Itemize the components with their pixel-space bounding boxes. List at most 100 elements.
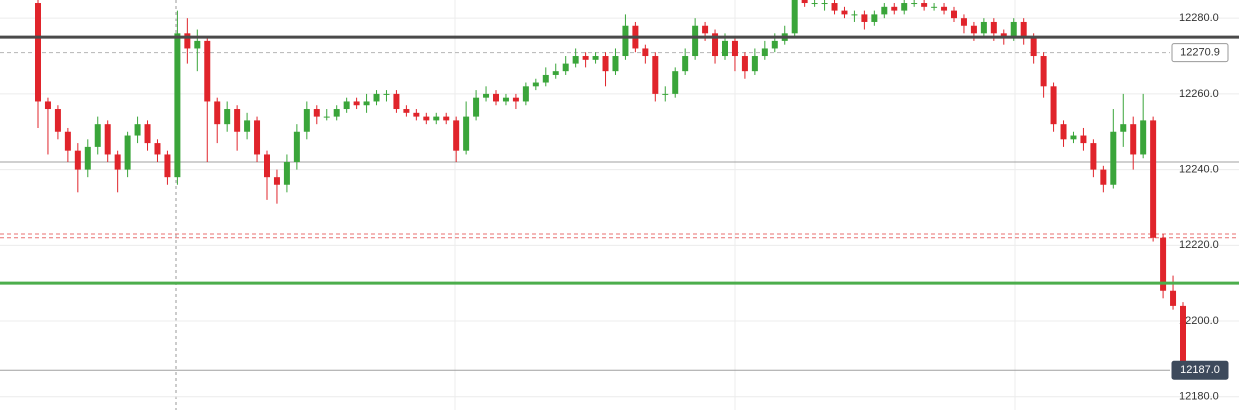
candle-body — [204, 40, 211, 102]
candle-body — [801, 0, 808, 4]
candle-body — [1170, 290, 1177, 306]
candle-body — [423, 116, 430, 121]
candle-body — [353, 101, 360, 106]
candle-body — [592, 56, 599, 60]
candle-body — [174, 33, 181, 178]
candle-body — [1100, 169, 1107, 185]
candle-body — [104, 124, 111, 155]
candle-body — [264, 154, 270, 178]
price-label-box — [1171, 360, 1229, 380]
candle-body — [552, 71, 559, 75]
candle-body — [244, 120, 251, 132]
candle-body — [602, 56, 609, 72]
y-tick-label: 12280.0 — [1179, 12, 1219, 24]
candle-body — [821, 3, 828, 5]
candle-body — [114, 154, 121, 170]
candle-body — [731, 40, 738, 57]
y-tick-label: 12180.0 — [1179, 391, 1219, 403]
candle-body — [483, 93, 490, 98]
candle-body — [980, 21, 987, 34]
candle-body — [672, 71, 679, 94]
candle-body — [761, 48, 768, 57]
price-label: 12187.0 — [1180, 364, 1220, 376]
candle-body — [194, 40, 201, 49]
y-tick-label: 12220.0 — [1179, 239, 1219, 251]
candle-body — [642, 48, 649, 57]
candle-body — [1090, 143, 1097, 170]
candle-body — [184, 33, 191, 49]
candle-body — [1080, 135, 1087, 144]
candle-body — [44, 101, 51, 110]
candle-body — [791, 0, 798, 34]
candle-body — [1020, 21, 1027, 38]
candle-body — [1120, 124, 1127, 132]
candle-body — [951, 10, 957, 19]
candle-body — [254, 120, 261, 155]
candle-body — [393, 93, 400, 110]
candle-body — [343, 101, 350, 110]
candle-body — [144, 124, 151, 144]
candle-body — [562, 63, 569, 72]
candle-body — [622, 25, 629, 57]
y-tick-label: 12240.0 — [1179, 164, 1219, 176]
candle-body — [572, 56, 579, 64]
candle-body — [383, 93, 390, 95]
candle-body — [702, 25, 709, 34]
candle-body — [931, 6, 938, 8]
candle-body — [54, 109, 61, 132]
candle-body — [851, 14, 858, 16]
candle-body — [722, 40, 728, 57]
candle-body — [333, 109, 340, 117]
candle-body — [1180, 305, 1186, 371]
candle-body — [373, 93, 380, 102]
candle-body — [234, 109, 241, 132]
candle-body — [493, 93, 499, 102]
candle-body — [283, 162, 290, 185]
candle-body — [502, 97, 509, 102]
candle-body — [662, 93, 669, 95]
candle-body — [1030, 37, 1037, 57]
candle-body — [891, 6, 898, 11]
candle-body — [94, 124, 101, 147]
candle-body — [960, 18, 967, 26]
candle-body — [831, 3, 838, 11]
candle-body — [323, 116, 330, 118]
candle-body — [293, 131, 300, 163]
candle-body — [433, 116, 440, 121]
candle-body — [363, 101, 370, 106]
candle-body — [1160, 237, 1167, 291]
candle-body — [1130, 124, 1137, 155]
candle-body — [970, 25, 977, 34]
candle-body — [273, 177, 280, 185]
candle-body — [652, 56, 659, 94]
candle-body — [861, 14, 868, 22]
candle-body — [1000, 33, 1007, 38]
price-label-box — [1171, 43, 1229, 63]
candle-body — [582, 56, 589, 60]
candle-body — [841, 10, 848, 15]
candle-body — [1010, 21, 1017, 38]
candle-body — [124, 135, 131, 170]
candle-body — [463, 116, 470, 151]
candle-body — [214, 101, 221, 125]
candle-body — [1060, 124, 1067, 140]
candle-body — [1050, 86, 1057, 125]
candle-body — [74, 150, 81, 170]
candle-body — [403, 109, 410, 113]
candle-body — [741, 56, 748, 72]
candle-body — [712, 33, 719, 57]
candle-body — [921, 3, 928, 7]
candle-body — [303, 109, 310, 132]
candle-body — [84, 146, 91, 170]
candle-body — [64, 131, 71, 151]
candle-body — [990, 21, 997, 34]
candle-body — [35, 3, 41, 102]
candle-body — [542, 74, 549, 83]
candle-body — [413, 112, 420, 117]
candle-body — [532, 82, 539, 87]
price-label: 12270.9 — [1180, 47, 1220, 59]
candle-body — [453, 120, 460, 151]
y-tick-label: 12260.0 — [1179, 88, 1219, 100]
